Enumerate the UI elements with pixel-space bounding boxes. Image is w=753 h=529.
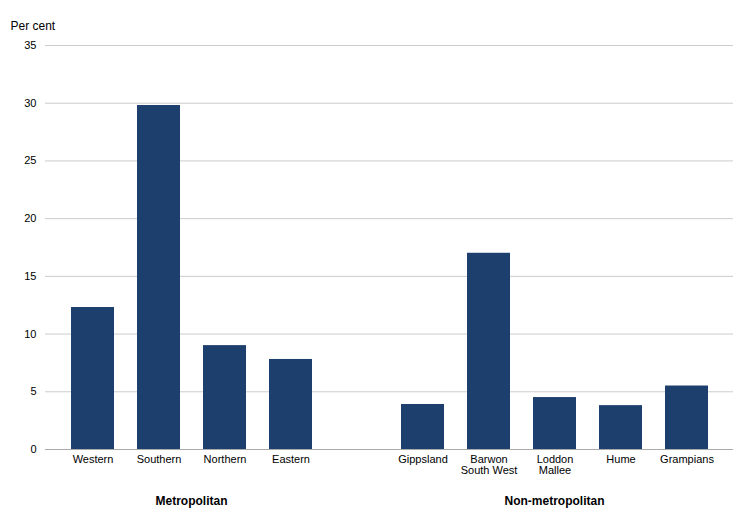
svg-text:LoddonMallee: LoddonMallee bbox=[537, 453, 574, 476]
svg-text:Eastern: Eastern bbox=[272, 453, 310, 465]
svg-text:BarwonSouth West: BarwonSouth West bbox=[461, 453, 518, 476]
svg-text:20: 20 bbox=[24, 212, 36, 224]
svg-text:Hume: Hume bbox=[606, 453, 635, 465]
svg-text:0: 0 bbox=[30, 443, 36, 455]
svg-text:15: 15 bbox=[24, 270, 36, 282]
svg-text:25: 25 bbox=[24, 154, 36, 166]
svg-text:10: 10 bbox=[24, 328, 36, 340]
svg-text:35: 35 bbox=[24, 39, 36, 51]
svg-text:Gippsland: Gippsland bbox=[398, 453, 448, 465]
svg-text:Grampians: Grampians bbox=[660, 453, 714, 465]
svg-text:30: 30 bbox=[24, 97, 36, 109]
svg-text:5: 5 bbox=[30, 385, 36, 397]
svg-text:Northern: Northern bbox=[204, 453, 247, 465]
svg-text:Southern: Southern bbox=[137, 453, 182, 465]
svg-text:Western: Western bbox=[73, 453, 114, 465]
svg-text:Metropolitan: Metropolitan bbox=[156, 494, 228, 508]
svg-text:Non-metropolitan: Non-metropolitan bbox=[505, 494, 605, 508]
svg-text:Per cent: Per cent bbox=[11, 19, 56, 33]
